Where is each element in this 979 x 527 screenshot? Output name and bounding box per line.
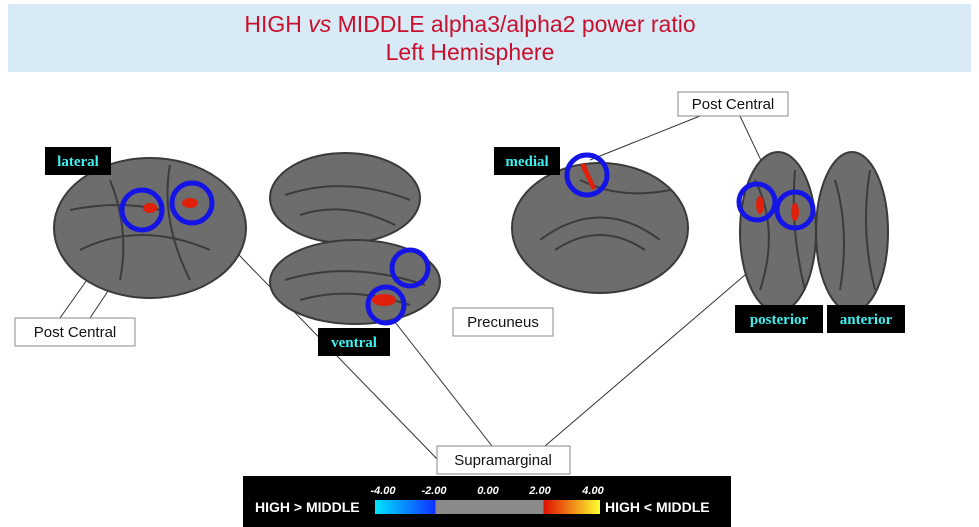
view-label: posterior xyxy=(750,312,809,328)
colorbar-tick: 2.00 xyxy=(528,485,551,497)
colorbar-tick: -4.00 xyxy=(370,485,396,497)
title: HIGH vs MIDDLE alpha3/alpha2 power ratio xyxy=(244,11,695,37)
figure: HIGH vs MIDDLE alpha3/alpha2 power ratio… xyxy=(0,0,979,527)
colorbar-right-label: HIGH < MIDDLE xyxy=(605,499,710,515)
title-part: MIDDLE alpha3/alpha2 power ratio xyxy=(338,11,696,37)
callout: Post Central xyxy=(34,324,117,341)
colorbar-tick: 4.00 xyxy=(581,485,604,497)
subtitle: Left Hemisphere xyxy=(386,39,555,65)
colorbar-tick: -2.00 xyxy=(421,485,447,497)
view-label: medial xyxy=(505,154,548,170)
colorbar-tick: 0.00 xyxy=(477,485,499,497)
callout: Precuneus xyxy=(467,314,539,331)
view-label: lateral xyxy=(57,154,99,170)
title-part: HIGH xyxy=(244,11,302,37)
colorbar xyxy=(375,500,600,514)
title-part: vs xyxy=(308,11,332,37)
colorbar-left-label: HIGH > MIDDLE xyxy=(255,499,360,515)
callout: Supramarginal xyxy=(454,452,552,469)
view-label: anterior xyxy=(840,312,893,328)
callout: Post Central xyxy=(692,96,775,113)
brain-posterior-anterior xyxy=(739,152,888,312)
brain-ventral xyxy=(270,153,440,324)
brain-medial xyxy=(512,155,688,293)
brain-lateral xyxy=(54,158,246,298)
view-label: ventral xyxy=(331,335,377,351)
